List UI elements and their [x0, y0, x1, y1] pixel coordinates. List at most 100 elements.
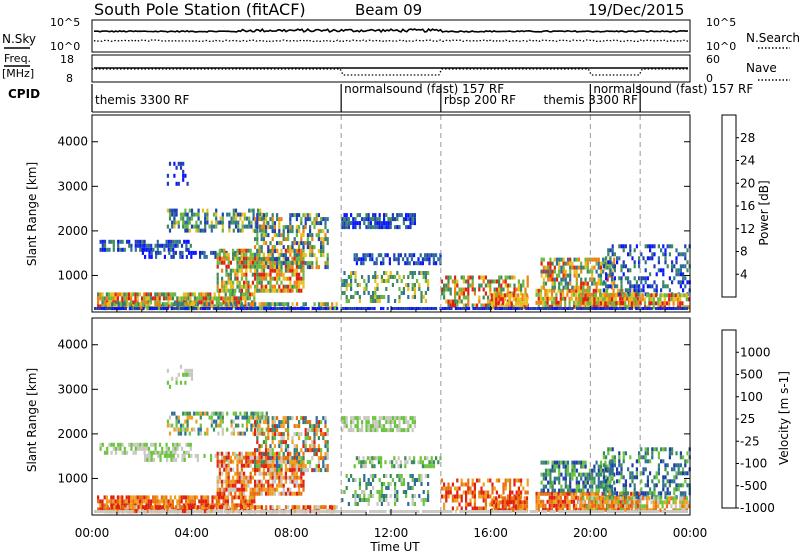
echo-cell — [163, 453, 166, 458]
echo-cell — [249, 248, 252, 253]
echo-cell — [240, 264, 243, 269]
echo-cell — [267, 260, 270, 265]
echo-cell — [237, 495, 240, 500]
echo-cell — [210, 228, 213, 233]
echo-cell — [265, 415, 268, 420]
echo-cell — [613, 293, 616, 298]
echo-cell — [147, 446, 151, 451]
echo-cell — [580, 265, 583, 270]
echo-cell — [608, 293, 611, 298]
echo-cell — [262, 237, 265, 242]
echo-cell — [469, 283, 472, 288]
echo-cell — [121, 239, 124, 244]
echo-cell — [125, 296, 128, 301]
echo-cell — [365, 482, 368, 486]
echo-cell — [324, 416, 327, 421]
echo-cell — [156, 239, 159, 244]
echo-cell — [569, 488, 572, 493]
echo-cell — [350, 428, 353, 433]
echo-cell — [215, 423, 218, 428]
echo-cell — [380, 221, 383, 226]
echo-cell — [135, 505, 138, 510]
echo-cell — [378, 420, 381, 425]
echo-cell — [557, 503, 560, 508]
echo-cell — [215, 307, 218, 310]
echo-cell — [163, 247, 166, 252]
echo-cell — [620, 288, 623, 293]
echo-cell — [480, 506, 483, 511]
echo-cell — [489, 279, 492, 284]
echo-cell — [148, 453, 151, 458]
echo-cell — [553, 265, 556, 270]
echo-cell — [555, 460, 559, 465]
echo-cell — [232, 280, 235, 285]
echo-cell — [388, 261, 391, 266]
echo-cell — [663, 301, 666, 306]
echo-cell — [232, 288, 235, 293]
echo-cell — [269, 272, 272, 277]
echo-cell — [175, 427, 178, 432]
echo-cell — [602, 269, 605, 274]
echo-cell — [278, 424, 281, 429]
echo-cell — [298, 245, 301, 250]
echo-cell — [320, 456, 323, 461]
echo-cell — [127, 499, 130, 504]
echo-cell — [546, 300, 549, 305]
echo-cell — [295, 249, 298, 254]
echo-cell — [613, 264, 616, 269]
echo-cell — [542, 277, 545, 282]
echo-cell — [217, 411, 220, 416]
echo-cell — [136, 495, 139, 500]
echo-cell — [247, 302, 250, 307]
echo-cell — [374, 428, 377, 433]
echo-cell — [551, 261, 554, 266]
echo-cell — [119, 302, 123, 307]
echo-cell — [409, 416, 412, 421]
echo-cell — [110, 292, 113, 297]
echo-cell — [575, 288, 578, 293]
echo-cell — [480, 486, 483, 491]
echo-cell — [242, 495, 245, 500]
echo-cell — [404, 456, 407, 461]
echo-cell — [510, 496, 513, 501]
echo-cell — [162, 307, 165, 310]
echo-cell — [407, 424, 410, 429]
echo-cell — [315, 424, 318, 429]
echo-cell — [197, 208, 200, 213]
echo-cell — [399, 253, 402, 258]
echo-cell — [210, 250, 213, 255]
echo-cell — [302, 256, 305, 261]
echo-cell — [599, 304, 602, 309]
echo-cell — [631, 256, 634, 261]
echo-cell — [355, 261, 358, 266]
echo-cell — [628, 297, 631, 302]
echo-cell — [271, 416, 274, 421]
echo-cell — [280, 456, 283, 461]
echo-cell — [352, 478, 355, 482]
echo-cell — [660, 268, 663, 273]
echo-cell — [293, 491, 296, 496]
echo-cell — [227, 260, 230, 265]
echo-cell — [171, 376, 174, 381]
echo-cell — [389, 428, 392, 433]
echo-cell — [295, 257, 298, 262]
echo-cell — [243, 483, 246, 488]
echo-cell — [393, 253, 396, 258]
echo-cell — [326, 302, 329, 307]
echo-cell — [273, 424, 276, 429]
echo-cell — [186, 307, 189, 310]
echo-cell — [207, 292, 210, 297]
echo-cell — [208, 415, 211, 420]
echo-cell — [185, 254, 188, 259]
echo-cell — [599, 297, 603, 302]
echo-cell — [256, 241, 259, 246]
echo-cell — [411, 271, 414, 275]
echo-cell — [383, 225, 386, 230]
echo-cell — [265, 444, 268, 449]
echo-cell — [253, 495, 256, 500]
echo-cell — [553, 257, 556, 262]
echo-cell — [582, 464, 585, 469]
echo-cell — [210, 220, 213, 225]
echo-cell — [491, 482, 494, 487]
